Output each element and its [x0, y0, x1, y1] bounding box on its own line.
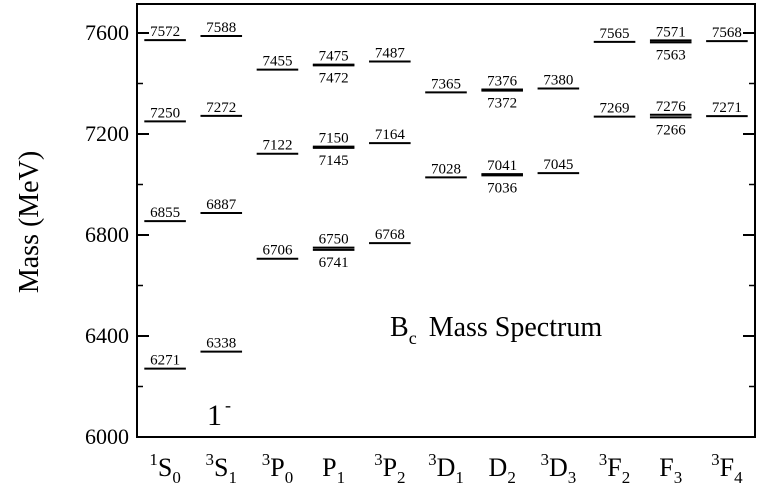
state-label-base: P — [270, 453, 284, 482]
state-label-base: P — [322, 453, 336, 482]
mass-level-label: 7276 — [656, 99, 687, 115]
state-label: F3 — [659, 453, 682, 487]
mass-level-label: 6887 — [206, 197, 237, 213]
state-label-base: D — [549, 453, 568, 482]
chart-title-rest: Mass Spectrum — [429, 312, 603, 343]
state-label-pre: 3 — [206, 450, 215, 469]
state-label-base: S — [214, 453, 228, 482]
mass-level-label: 7571 — [656, 24, 686, 40]
state-label: 1S0 — [149, 450, 180, 487]
state-label-sub: 2 — [622, 468, 631, 487]
mass-level-label: 6271 — [150, 353, 180, 369]
ticks-layer: 6000 6400 6800 7200 7600 — [85, 20, 755, 449]
state-label: 3S1 — [206, 450, 237, 487]
state-label: 3P0 — [262, 450, 293, 487]
chart-title-main: B — [390, 312, 409, 343]
y-tick-label: 7200 — [85, 121, 129, 146]
mass-level-label: 7487 — [375, 46, 406, 62]
mass-level-label: 7472 — [319, 70, 349, 86]
state-label-base: F — [720, 453, 734, 482]
mass-level-label: 6768 — [375, 227, 405, 243]
state-label-base: D — [489, 453, 508, 482]
jpc-annotation-base: 1 — [207, 399, 222, 432]
mass-level-label: 7028 — [431, 161, 461, 177]
state-label: 3F2 — [599, 450, 630, 487]
state-label-sub: 2 — [507, 468, 516, 487]
mass-level-label: 7563 — [656, 47, 686, 63]
mass-level-label: 7565 — [600, 26, 630, 42]
y-axis-label: Mass (MeV) — [14, 151, 45, 293]
mass-level-label: 7588 — [206, 20, 236, 36]
state-label-sub: 3 — [674, 468, 683, 487]
mass-level-label: 7122 — [262, 138, 292, 154]
mass-level-label: 7036 — [487, 180, 518, 196]
mass-level-label: 7045 — [543, 157, 573, 173]
state-label-sub: 2 — [397, 468, 406, 487]
state-label-sub: 0 — [285, 468, 294, 487]
mass-level-label: 7455 — [262, 54, 292, 70]
plot-frame — [136, 3, 756, 438]
y-tick-label: 6400 — [85, 323, 129, 348]
state-label-pre: 3 — [711, 450, 720, 469]
state-label-sub: 3 — [568, 468, 577, 487]
mass-level-label: 7475 — [319, 49, 349, 65]
mass-level-label: 7150 — [319, 131, 349, 147]
mass-level-label: 7572 — [150, 24, 180, 40]
mass-level-label: 7266 — [656, 122, 687, 138]
state-label-base: D — [437, 453, 456, 482]
levels-layer: 6271 6855 7250 7572 6338 6887 7272 7588 6706 7122… — [144, 20, 748, 370]
state-label-pre: 3 — [540, 450, 549, 469]
state-label-pre: 3 — [262, 450, 271, 469]
state-label: 3D1 — [428, 450, 464, 487]
mass-level-label: 7365 — [431, 76, 461, 92]
state-label-base: F — [659, 453, 673, 482]
state-label-sub: 4 — [734, 468, 743, 487]
chart-title: Bc Mass Spectrum — [390, 312, 602, 348]
mass-level-label: 7250 — [150, 105, 180, 121]
state-label-base: P — [383, 453, 397, 482]
state-label: D2 — [489, 453, 516, 487]
state-label-sub: 1 — [455, 468, 464, 487]
state-label: 3D3 — [540, 450, 576, 487]
y-tick-label: 7600 — [85, 20, 129, 45]
state-label-base: S — [158, 453, 172, 482]
y-tick-label: 6000 — [85, 424, 129, 449]
state-label: 3F4 — [711, 450, 743, 487]
y-tick-label: 6800 — [85, 222, 129, 247]
state-label-sub: 0 — [172, 468, 181, 487]
mass-level-label: 6706 — [262, 243, 293, 259]
mass-level-label: 6750 — [319, 232, 349, 248]
jpc-annotation: 1- — [207, 395, 231, 432]
state-label-pre: 1 — [149, 450, 158, 469]
mass-level-label: 7372 — [487, 96, 517, 112]
mass-level-label: 7145 — [319, 153, 349, 169]
mass-level-label: 6741 — [319, 255, 349, 271]
mass-level-label: 7376 — [487, 74, 518, 90]
mass-level-label: 7272 — [206, 100, 236, 116]
mass-level-label: 7041 — [487, 158, 517, 174]
mass-level-label: 7271 — [712, 100, 742, 116]
state-label-pre: 3 — [599, 450, 608, 469]
state-label: 3P2 — [374, 450, 405, 487]
state-label-pre: 3 — [374, 450, 383, 469]
mass-level-label: 6855 — [150, 205, 180, 221]
mass-level-label: 7568 — [712, 25, 742, 41]
mass-level-label: 6338 — [206, 336, 236, 352]
mass-level-label: 7269 — [600, 101, 630, 117]
state-label-base: F — [607, 453, 621, 482]
state-label: P1 — [322, 453, 345, 487]
state-label-sub: 1 — [337, 468, 346, 487]
chart-title-sub: c — [409, 328, 417, 348]
jpc-annotation-sup: - — [225, 395, 231, 415]
state-label-pre: 3 — [428, 450, 437, 469]
mass-level-label: 7164 — [375, 127, 406, 143]
mass-level-label: 7380 — [543, 73, 573, 89]
state-label-sub: 1 — [229, 468, 238, 487]
